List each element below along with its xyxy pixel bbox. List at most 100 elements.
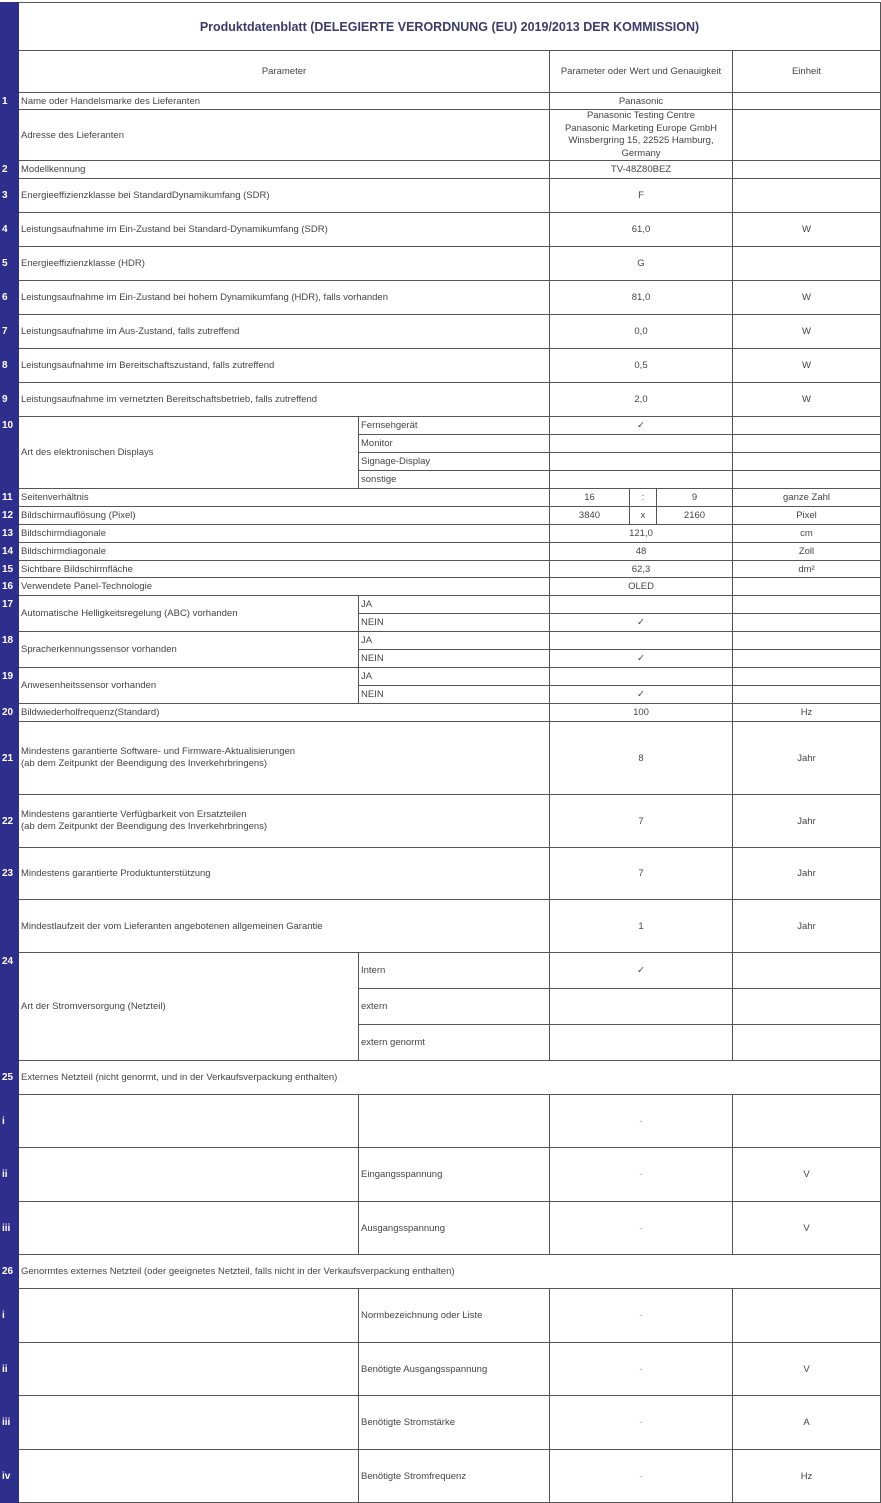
row-label: Mindestens garantierte Verfügbarkeit von… [18, 794, 550, 848]
row-unit: W [731, 348, 881, 383]
row-label: Mindestlaufzeit der vom Lieferanten ange… [18, 899, 550, 953]
option-label: NEIN [358, 685, 550, 704]
table-row: 24 Art der Stromversorgung (Netzteil) Inte… [0, 952, 881, 1061]
row-number: 17 [0, 595, 19, 632]
row-unit [731, 452, 881, 471]
row-number [0, 109, 19, 161]
table-row: 19 Anwesenheitssensor vorhanden JA [0, 667, 881, 704]
table-row: 15 Sichtbare Bildschirmfläche 62,3 dm² [0, 560, 881, 578]
row-label: Sichtbare Bildschirmfläche [18, 560, 550, 578]
row-unit [731, 92, 881, 110]
value-part-2: 2160 [656, 506, 733, 525]
check-icon: ✓ [549, 952, 733, 989]
table-row: extern genormt [1, 1024, 881, 1061]
row-value: 100 [549, 703, 733, 722]
row-unit: W [731, 212, 881, 247]
row-number: 16 [0, 577, 19, 596]
option-value [549, 1024, 733, 1061]
row-unit [731, 952, 881, 989]
table-row: 13 Bildschirmdiagonale 121,0 cm [0, 524, 881, 543]
row-label: Bildschirmdiagonale [18, 542, 550, 561]
table-row: i Normbezeichnung oder Liste - [0, 1288, 881, 1343]
header-unit: Einheit [731, 50, 881, 93]
table-row: 21 Mindestens garantierte Software- und F… [0, 721, 881, 795]
row-number: iii [0, 1395, 19, 1450]
table-row: i- [0, 1094, 881, 1148]
table-row: 20 Bildwiederholfrequenz(Standard) 100 Hz [0, 703, 881, 722]
empty-cell [18, 1449, 359, 1503]
row-value: TV-48Z80BEZ [549, 160, 733, 179]
table-row: ii Benötigte Ausgangsspannung - V [0, 1342, 881, 1396]
row-value: - [549, 1449, 733, 1503]
option-value [549, 631, 733, 650]
option-label: NEIN [358, 613, 550, 632]
option-label: JA [358, 667, 550, 686]
table-row: Monitor [1, 434, 881, 453]
row-unit [731, 988, 881, 1025]
row-number: 13 [0, 524, 19, 543]
section-label: Externes Netzteil (nicht genormt, und in… [17, 1060, 881, 1095]
sub-label [358, 1094, 550, 1148]
row-unit: cm [731, 524, 881, 543]
table-row: 3 Energieeffizienzklasse bei StandardDyna… [0, 178, 881, 213]
row-label: Energieeffizienzklasse (HDR) [18, 246, 550, 281]
empty-cell [18, 1094, 359, 1148]
row-label: Anwesenheitssensor vorhanden [18, 667, 359, 704]
table-row: 26 Genormtes externes Netzteil (oder geei… [0, 1254, 881, 1289]
row-number: ii [0, 1147, 19, 1202]
row-unit: V [731, 1147, 881, 1202]
option-value [549, 470, 733, 489]
row-number: i [0, 1094, 19, 1148]
table-row: iv Benötigte Stromfrequenz - Hz [0, 1449, 881, 1503]
row-number: 20 [0, 703, 19, 722]
table-row: 1 Name oder Handelsmarke des Lieferanten P… [0, 92, 881, 110]
sub-label: Benötigte Stromstärke [358, 1395, 550, 1450]
row-number: 21 [0, 721, 19, 795]
row-unit: Jahr [731, 899, 881, 953]
value-separator: x [629, 506, 657, 525]
row-number: 1 [0, 92, 19, 110]
option-value [549, 667, 733, 686]
check-icon: ✓ [549, 649, 733, 668]
row-unit: W [731, 382, 881, 417]
row-unit: dm² [731, 560, 881, 578]
table-row: iii Benötigte Stromstärke - A [0, 1395, 881, 1450]
row-label: Verwendete Panel-Technologie [18, 577, 550, 596]
option-label: JA [358, 595, 550, 614]
row-number: 18 [0, 631, 19, 668]
row-value: 2,0 [549, 382, 733, 417]
table-row: ii Eingangsspannung - V [0, 1147, 881, 1202]
sub-label: Normbezeichnung oder Liste [358, 1288, 550, 1343]
row-label: Bildschirmdiagonale [18, 524, 550, 543]
row-number: 14 [0, 542, 19, 561]
table-row: 5 Energieeffizienzklasse (HDR) G [0, 246, 881, 281]
row-label: Mindestens garantierte Software- und Fir… [18, 721, 550, 795]
row-number: 11 [0, 488, 19, 507]
table-row: 22 Mindestens garantierte Verfügbarkeit v… [0, 794, 881, 848]
table-row: 11 Seitenverhältnis 16:9 ganze Zahl [0, 488, 881, 507]
row-number: 8 [0, 348, 19, 383]
row-label: Mindestens garantierte Produktunterstütz… [18, 847, 550, 900]
table-row: 10 Art des elektronischen Displays Fernseh… [0, 416, 881, 489]
row-number: 2 [0, 160, 19, 179]
row-number: 7 [0, 314, 19, 349]
row-label: Bildschirmauflösung (Pixel) [18, 506, 550, 525]
option-label: sonstige [358, 470, 550, 489]
row-value: 7 [549, 847, 733, 900]
row-value: 0,0 [549, 314, 733, 349]
row-value: - [549, 1147, 733, 1202]
table-row: 14 Bildschirmdiagonale 48 Zoll [0, 542, 881, 561]
row-number: 26 [0, 1254, 19, 1289]
empty-cell [18, 1395, 359, 1450]
row-number: 4 [0, 212, 19, 247]
stripe [0, 50, 19, 93]
row-value: - [549, 1288, 733, 1343]
row-number: 19 [0, 667, 19, 704]
sub-label: Ausgangsspannung [358, 1201, 550, 1255]
row-unit [731, 178, 881, 213]
table-row: 2 Modellkennung TV-48Z80BEZ [0, 160, 881, 179]
value-part-2: 9 [656, 488, 733, 507]
row-label: Art der Stromversorgung (Netzteil) [18, 952, 359, 1061]
row-number: 6 [0, 280, 19, 315]
option-label: extern [358, 988, 550, 1025]
